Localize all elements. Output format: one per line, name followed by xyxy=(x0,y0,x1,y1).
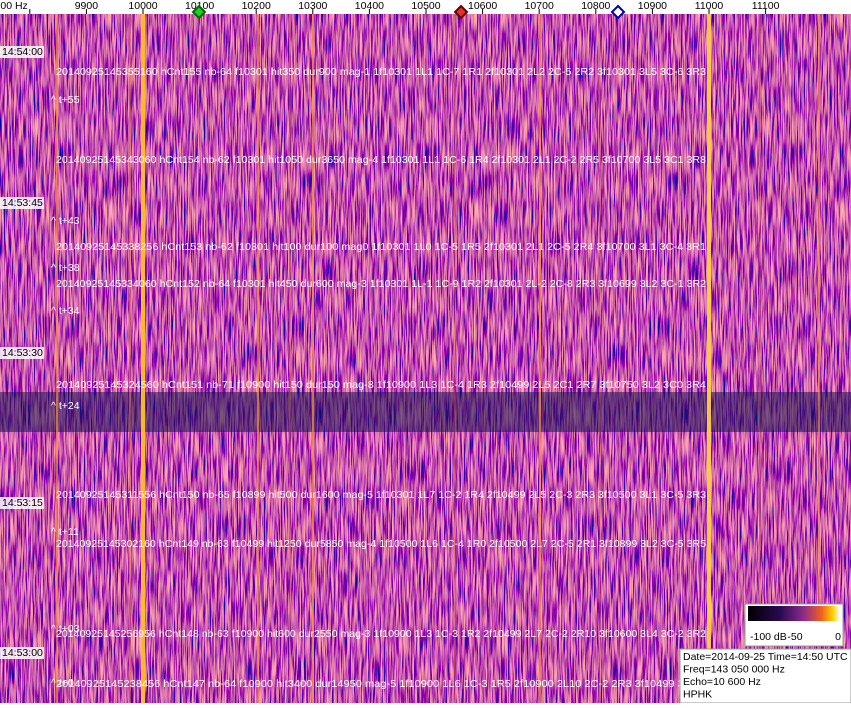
info-line: Freq=143 050 000 Hz xyxy=(683,663,785,675)
time-box xyxy=(0,647,44,659)
time-box xyxy=(0,347,44,359)
time-label: 14:53:00 xyxy=(2,647,43,659)
freq-label: 10400 xyxy=(355,0,384,12)
carrier-line xyxy=(312,14,314,703)
offset-label: ^ t+11 xyxy=(51,526,79,538)
carrier-line xyxy=(289,14,291,703)
detection-text: 20140925145338256 hCnt153 nb-62 f10301 h… xyxy=(56,241,706,253)
freq-label: 10900 xyxy=(638,0,667,12)
detection-text: 20140925145343060 hCnt154 nb-62 f10301 h… xyxy=(56,154,706,166)
offset-label: ^ t+38 xyxy=(51,262,80,274)
detection-text: 20140925145355160 hCnt155 nb-64 f10301 h… xyxy=(56,66,706,78)
freq-marker xyxy=(453,4,469,20)
offset-label: ^ t+0 xyxy=(51,677,74,689)
freq-label: 10200 xyxy=(242,0,271,12)
freq-label: 11000 xyxy=(695,0,724,12)
time-label: 14:54:00 xyxy=(2,46,43,58)
time-box xyxy=(0,197,44,209)
offset-label: ^ t+55 xyxy=(51,94,80,106)
info-box xyxy=(679,648,851,704)
detection-text: 20140925145334060 hCnt152 nb-64 f10301 h… xyxy=(56,278,706,290)
offset-label: ^ t+03 xyxy=(51,623,80,635)
detection-text: 20140925145311556 hCnt150 nb-65 f10899 h… xyxy=(56,489,706,501)
carrier-line xyxy=(539,14,541,703)
offset-label: ^ t+24 xyxy=(51,400,80,412)
freq-label: 11100 xyxy=(752,0,780,12)
time-label: 14:53:45 xyxy=(2,197,43,209)
freq-marker xyxy=(191,4,207,20)
freq-label: 10500 xyxy=(411,0,440,12)
carrier-line xyxy=(141,14,145,703)
freq-label: 10300 xyxy=(298,0,327,12)
freq-marker xyxy=(610,4,626,20)
carrier-line xyxy=(56,14,58,703)
carrier-line xyxy=(257,14,259,703)
freq-label: 9900 xyxy=(75,0,99,12)
waterfall-noise xyxy=(0,14,851,703)
info-line: HPHK xyxy=(683,688,712,700)
time-box xyxy=(0,46,44,58)
freq-label: 10000 xyxy=(128,0,157,12)
freq-label: 10800 xyxy=(581,0,610,12)
freq-label: 10700 xyxy=(525,0,554,12)
freq-label: 10600 xyxy=(468,0,497,12)
detection-text: 20140925145324560 hCnt151 nb-71 f10900 h… xyxy=(56,379,706,391)
info-line: Echo=10 600 Hz xyxy=(683,676,761,688)
colorbar-label: 0 xyxy=(835,631,841,643)
detection-text: 20140925145302160 hCnt149 nb-63 f10499 h… xyxy=(56,538,706,550)
info-line: Date=2014-09-25 Time=14:50 UTC xyxy=(683,651,848,663)
carrier-line xyxy=(129,14,131,703)
carrier-line xyxy=(599,14,601,703)
carrier-line xyxy=(707,14,711,703)
colorbar-label: -50 xyxy=(787,631,802,643)
offset-label: ^ t+43 xyxy=(51,215,80,227)
dark-band xyxy=(0,392,851,432)
carrier-line xyxy=(454,14,456,703)
detection-text: 20140925145256956 hCnt148 nb-63 f10900 h… xyxy=(56,628,706,640)
offset-label: ^ t+34 xyxy=(51,305,80,317)
freq-axis-bar xyxy=(0,0,851,14)
carrier-line xyxy=(759,14,761,703)
colorbar-label: -100 dB xyxy=(750,631,787,643)
freq-label: 9800 Hz xyxy=(0,0,28,12)
detection-text: 20140925145238456 hCnt147 nb-64 f10900 h… xyxy=(56,678,696,690)
time-label: 14:53:30 xyxy=(2,347,43,359)
carrier-line xyxy=(818,14,820,703)
time-label: 14:53:15 xyxy=(2,497,43,509)
time-box xyxy=(0,497,44,509)
colorbar xyxy=(748,606,840,621)
